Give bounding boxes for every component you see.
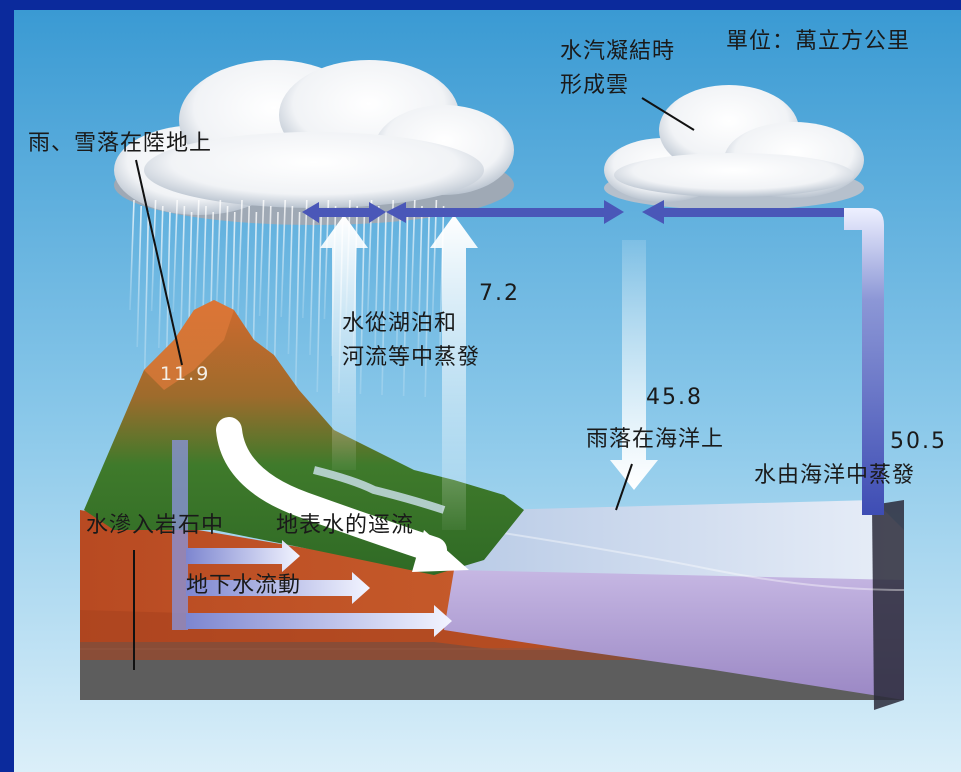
land-evaporation-arrows <box>320 215 478 530</box>
rain-streak <box>143 211 150 385</box>
groundwater-arrows <box>186 540 452 637</box>
surface-runoff-arrow <box>216 417 469 572</box>
rain-streak <box>150 199 157 312</box>
ocean-evap-label: 水由海洋中蒸發 <box>754 463 916 488</box>
ocean-evap-value: 50.5 <box>890 429 947 454</box>
rain-streak <box>381 211 387 396</box>
ocean-precipitation-arrow <box>610 240 658 490</box>
rain-streak <box>258 199 265 317</box>
cloud-forming-label-line2: 形成雲 <box>560 73 630 98</box>
rain-streak <box>410 199 416 324</box>
rain-streak <box>266 205 272 354</box>
rain-streak <box>424 211 430 398</box>
mountain <box>84 300 524 575</box>
rain-snow-land-label: 雨、雪落在陸地上 <box>28 131 213 156</box>
rain-streak <box>237 199 243 316</box>
ocean-block <box>444 500 905 710</box>
rain-streak <box>302 199 308 319</box>
rain-streak <box>287 205 294 355</box>
rain-streak <box>172 199 178 313</box>
rain-streak <box>402 211 409 397</box>
lake-river-evap-label-line2: 河流等中蒸發 <box>342 345 481 370</box>
leader-lines <box>133 97 695 670</box>
rain-streak <box>179 205 186 350</box>
rain-ocean-label: 雨落在海洋上 <box>586 427 725 452</box>
rain-streak <box>215 199 222 315</box>
rain-streak <box>374 205 380 359</box>
rain-streak <box>136 205 142 348</box>
rain-streak <box>294 211 301 392</box>
surface-runoff-label: 地表水的逕流 <box>276 513 415 538</box>
infiltration-arrow <box>172 440 188 630</box>
rain-streak <box>129 199 135 311</box>
lake-river-evap-label-line1: 水從湖泊和 <box>342 311 458 336</box>
rain-streak <box>194 199 200 314</box>
rain-streak <box>417 205 423 361</box>
water-cycle-diagram: 單位：萬立方公里 水汽凝結時 形成雲 雨、雪落在陸地上 7.2 水從湖泊和 河流… <box>14 10 961 772</box>
groundwater-flow-label: 地下水流動 <box>186 573 302 598</box>
rain-streak <box>316 211 322 393</box>
rain-streak <box>158 205 164 349</box>
rain-streak <box>323 199 330 320</box>
water-cycle-illustration <box>14 10 961 772</box>
rain-streak <box>280 199 286 318</box>
rain-streak <box>431 199 438 325</box>
land-evap-value: 7.2 <box>479 281 520 306</box>
ocean-precip-value: 45.8 <box>646 385 703 410</box>
rain-streak <box>309 205 315 356</box>
land-precip-value: 11.9 <box>160 363 211 385</box>
infiltration-label: 水滲入岩石中 <box>86 513 225 538</box>
ocean-evaporation-arrow <box>844 208 884 515</box>
unit-label: 單位：萬立方公里 <box>726 29 911 54</box>
rain-streak <box>244 205 250 353</box>
atmosphere-transport-arrows <box>302 200 844 224</box>
rain-streak <box>388 199 394 323</box>
condensation-cloud <box>604 85 864 210</box>
cloud-forming-label-line1: 水汽凝結時 <box>560 39 676 64</box>
rain-streak <box>395 205 402 360</box>
